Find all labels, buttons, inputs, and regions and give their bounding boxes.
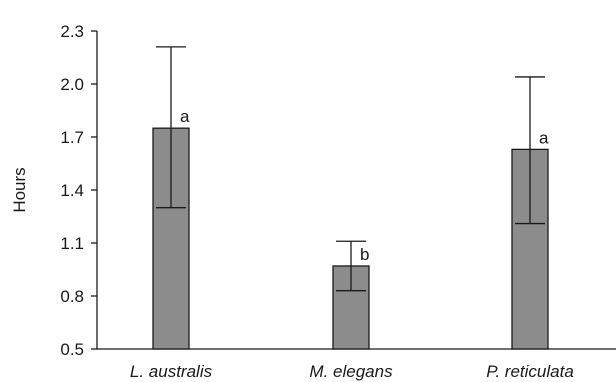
significance-labels: a b a: [180, 107, 549, 264]
y-tick-label: 1.7: [60, 128, 84, 147]
significance-label: a: [539, 128, 549, 147]
y-tick-label: 0.8: [60, 287, 84, 306]
y-axis-title: Hours: [10, 167, 29, 212]
y-tick-label: 1.4: [60, 181, 84, 200]
y-tick-label: 1.1: [60, 234, 84, 253]
x-axis: L. australis M. elegans P. reticulata: [97, 348, 616, 381]
y-tick-label: 2.0: [60, 75, 84, 94]
y-tick-label: 0.5: [60, 340, 84, 359]
significance-label: a: [180, 107, 190, 126]
x-tick-label: L. australis: [130, 362, 213, 381]
bars: [152, 127, 549, 350]
y-tick-label: 2.3: [60, 22, 84, 41]
y-ticks: 0.5 0.8 1.1 1.4 1.7 2.0 2.3: [60, 22, 97, 359]
y-axis: 0.5 0.8 1.1 1.4 1.7 2.0 2.3 Hours: [10, 22, 98, 359]
error-bars: [156, 46, 545, 292]
x-tick-label: M. elegans: [309, 362, 393, 381]
x-tick-label: P. reticulata: [486, 362, 574, 381]
x-tick-labels: L. australis M. elegans P. reticulata: [130, 362, 574, 381]
significance-label: b: [360, 245, 369, 264]
